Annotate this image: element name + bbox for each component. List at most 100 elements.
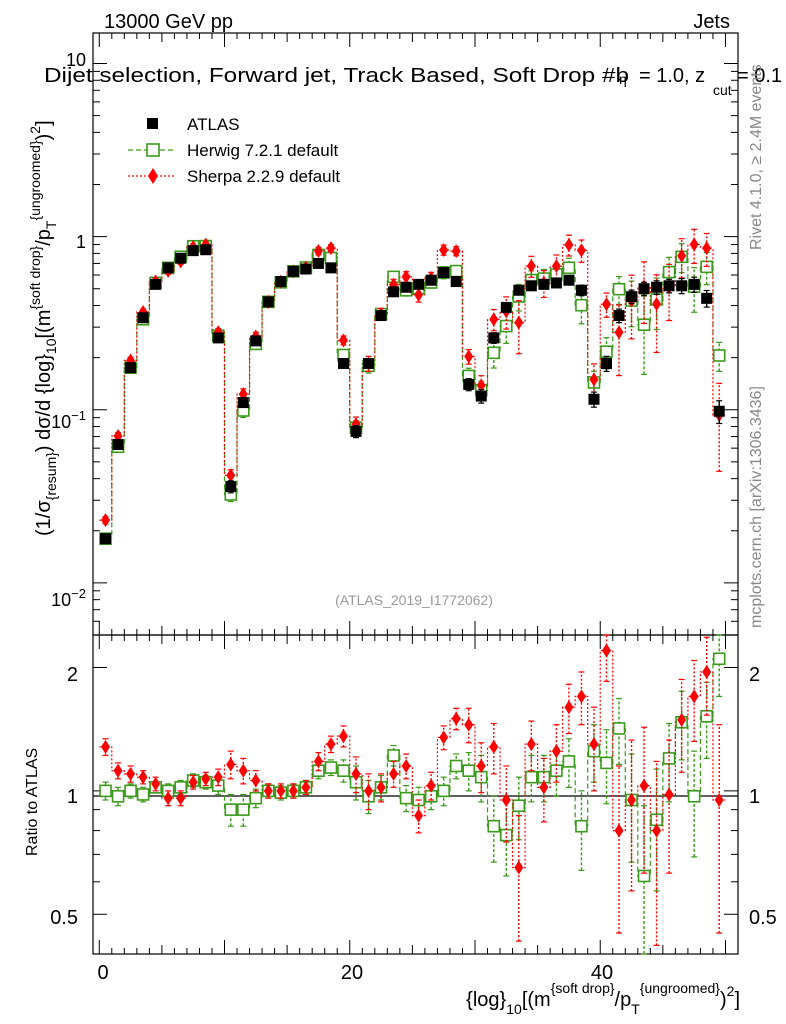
atlas-point-main (300, 263, 312, 275)
legend-label-sherpa: Sherpa 2.2.9 default (187, 167, 340, 186)
sherpa-point-ratio (176, 791, 186, 806)
sherpa-point-ratio (301, 780, 311, 795)
atlas-point-main (225, 481, 237, 493)
sherpa-point-ratio (564, 700, 574, 715)
herwig-point-ratio (437, 784, 450, 798)
svg-text:{log}10[(m{soft drop}/pT{ungro: {log}10[(m{soft drop}/pT{ungroomed})2] (466, 980, 740, 1017)
atlas-point-main (713, 405, 725, 417)
atlas-point-main (150, 278, 162, 290)
sherpa-point-ratio (263, 783, 273, 798)
ratio-tick-label-2-right: 2 (749, 664, 760, 686)
sherpa-point-ratio (364, 783, 374, 798)
atlas-point-main (538, 278, 550, 290)
sherpa-point-main (414, 287, 424, 302)
sherpa-point-main (101, 513, 111, 528)
sherpa-point-ratio (639, 778, 649, 793)
process-label: Jets (693, 11, 730, 33)
sherpa-point-main (576, 243, 586, 258)
legend-label-atlas: ATLAS (187, 115, 240, 134)
legend-entry-sherpa: Sherpa 2.2.9 default (128, 167, 340, 186)
y-tick-label-0.1: 10−1 (51, 408, 86, 432)
sherpa-point-ratio (601, 643, 611, 658)
atlas-point-main (337, 357, 349, 369)
sherpa-point-ratio (526, 737, 536, 752)
sherpa-point-ratio (276, 783, 286, 798)
atlas-point-main (600, 357, 612, 369)
legend-entry-herwig: Herwig 7.2.1 default (128, 141, 338, 160)
sherpa-point-main (313, 243, 323, 258)
atlas-point-main (701, 292, 713, 304)
svg-text:(1/σ{resum}) dσ/d {log}10[(m{s: (1/σ{resum}) dσ/d {log}10[(m{soft drop}/… (27, 120, 59, 536)
herwig-point-ratio (224, 803, 238, 816)
atlas-point-main (388, 286, 400, 298)
plot-title-tail: = 0.1 (737, 65, 782, 87)
atlas-point-main (575, 284, 587, 296)
herwig-point-main (712, 349, 726, 362)
sherpa-point-ratio (288, 783, 298, 798)
sherpa-point-ratio (251, 773, 261, 788)
herwig-point-main (612, 282, 626, 296)
legend-marker-sherpa (148, 168, 158, 184)
sherpa-point-main (401, 269, 411, 284)
sherpa-point-main (514, 315, 524, 330)
atlas-point-main (626, 291, 638, 303)
sherpa-point-ratio (151, 776, 161, 791)
rivet-side-label: Rivet 4.1.0, ≥ 2.4M events (748, 64, 765, 250)
sherpa-point-ratio (664, 787, 674, 802)
main-axis-ticks (93, 33, 738, 636)
herwig-point-ratio (712, 652, 726, 666)
sherpa-point-ratio (313, 754, 323, 769)
plot-title: Dijet selection, Forward jet, Track Base… (44, 65, 782, 98)
sherpa-point-ratio (188, 775, 198, 790)
sherpa-point-main (338, 333, 348, 348)
sherpa-point-ratio (614, 823, 624, 838)
sherpa-point-ratio (101, 739, 111, 754)
atlas-point-main (463, 378, 475, 390)
sherpa-point-main (564, 237, 574, 252)
sherpa-point-main (551, 259, 561, 274)
herwig-point-ratio (575, 819, 588, 833)
sherpa-point-ratio (351, 766, 361, 781)
x-tick-label-0: 0 (97, 962, 108, 984)
plot-title-eta: η (619, 71, 627, 87)
herwig-point-main (562, 261, 576, 275)
atlas-point-main (438, 267, 450, 279)
ratio-tick-label-1-left: 1 (67, 786, 78, 808)
legend-marker-atlas (147, 118, 158, 129)
sherpa-point-main (689, 237, 699, 252)
main-data-layer (99, 228, 726, 545)
herwig-point-ratio (562, 755, 576, 768)
atlas-point-main (450, 276, 462, 288)
herwig-point-ratio (637, 869, 651, 883)
sherpa-point-main (614, 325, 624, 340)
sherpa-point-ratio (551, 744, 561, 759)
sherpa-point-ratio (401, 758, 411, 773)
sherpa-point-ratio (489, 739, 499, 754)
sherpa-point-ratio (589, 737, 599, 752)
atlas-point-main (250, 335, 262, 347)
sherpa-point-ratio (677, 712, 687, 727)
sherpa-point-ratio (464, 717, 474, 732)
plot-title-cut: cut (713, 82, 732, 98)
sherpa-point-main (226, 468, 236, 483)
atlas-point-main (638, 283, 650, 295)
atlas-point-main (676, 280, 688, 292)
sherpa-point-ratio (338, 729, 348, 744)
sherpa-point-main (326, 241, 336, 256)
sherpa-point-main (601, 297, 611, 312)
ratio-tick-label-1-right: 1 (749, 786, 760, 808)
herwig-point-ratio (525, 770, 538, 784)
sherpa-point-ratio (576, 689, 586, 704)
sherpa-point-main (677, 248, 687, 263)
sherpa-point-ratio (376, 780, 386, 795)
sherpa-point-ratio (476, 758, 486, 773)
sherpa-point-ratio (514, 860, 524, 875)
sherpa-point-ratio (226, 757, 236, 772)
herwig-point-ratio (612, 722, 626, 735)
ratio-frame (92, 634, 739, 955)
atlas-point-main (588, 393, 600, 405)
legend: ATLAS Herwig 7.2.1 default Sherpa 2.2.9 … (128, 115, 340, 186)
sherpa-point-ratio (451, 711, 461, 726)
herwig-point-ratio (600, 756, 613, 770)
sherpa-point-ratio (213, 770, 223, 785)
